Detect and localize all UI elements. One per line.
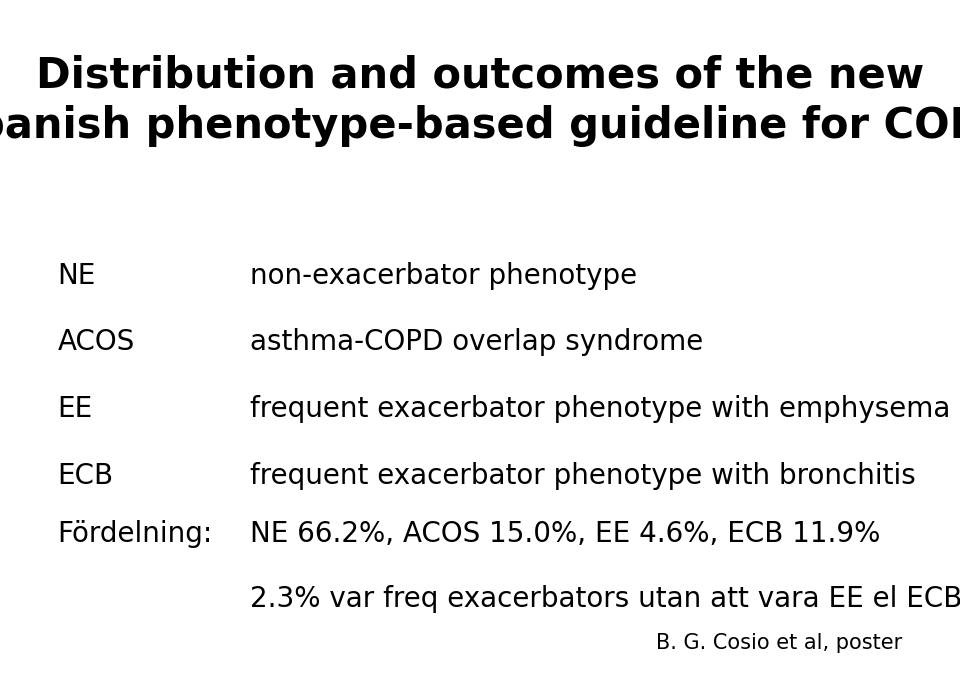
Text: NE 66.2%, ACOS 15.0%, EE 4.6%, ECB 11.9%: NE 66.2%, ACOS 15.0%, EE 4.6%, ECB 11.9% — [250, 520, 880, 548]
Text: asthma-COPD overlap syndrome: asthma-COPD overlap syndrome — [250, 328, 703, 356]
Text: frequent exacerbator phenotype with emphysema: frequent exacerbator phenotype with emph… — [250, 395, 950, 423]
Text: Fördelning:: Fördelning: — [58, 520, 213, 548]
Text: non-exacerbator phenotype: non-exacerbator phenotype — [250, 262, 636, 290]
Text: 2.3% var freq exacerbators utan att vara EE el ECB: 2.3% var freq exacerbators utan att vara… — [250, 585, 960, 613]
Text: ECB: ECB — [58, 462, 113, 490]
Text: EE: EE — [58, 395, 93, 423]
Text: Distribution and outcomes of the new
Spanish phenotype-based guideline for COPD: Distribution and outcomes of the new Spa… — [0, 54, 960, 147]
Text: NE: NE — [58, 262, 96, 290]
Text: ACOS: ACOS — [58, 328, 134, 356]
Text: B. G. Cosio et al, poster: B. G. Cosio et al, poster — [656, 633, 902, 653]
Text: frequent exacerbator phenotype with bronchitis: frequent exacerbator phenotype with bron… — [250, 462, 915, 490]
